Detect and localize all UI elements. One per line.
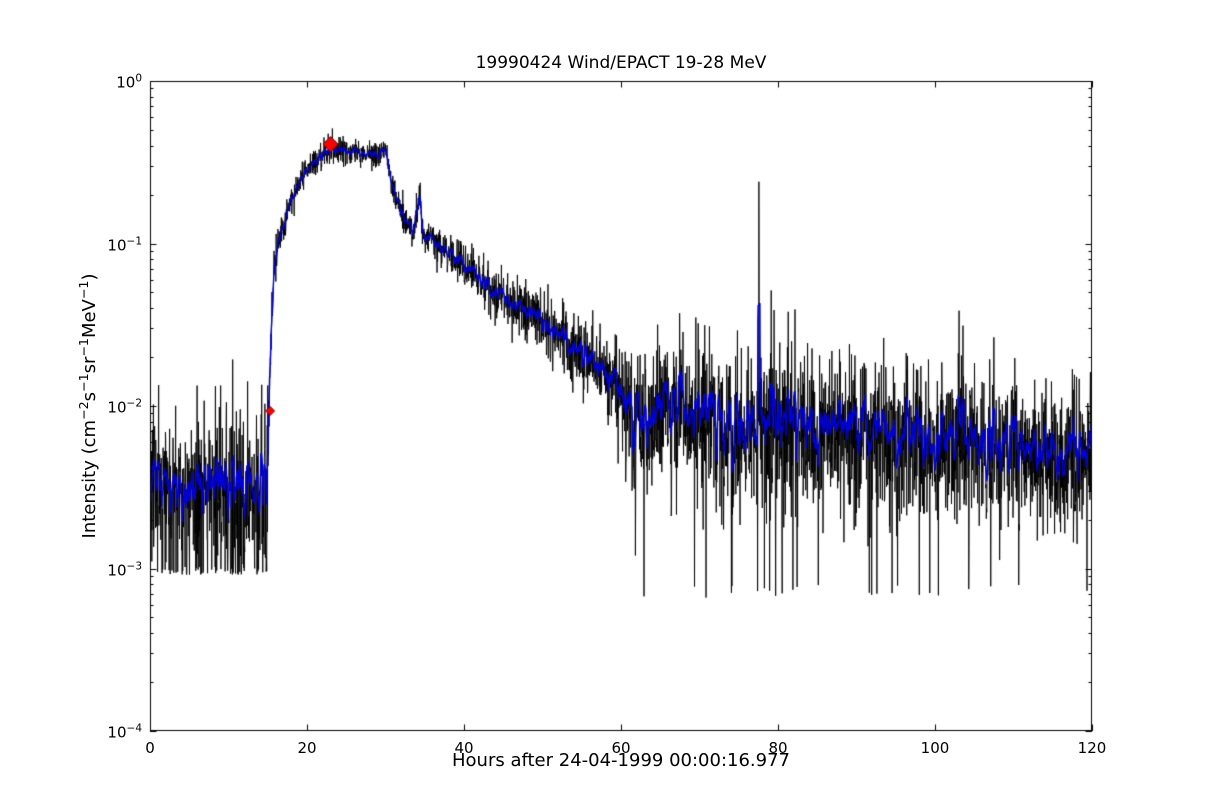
x-tick-label: 100 — [920, 739, 950, 757]
x-tick-label: 60 — [611, 739, 631, 757]
y-tick-label: 100 — [116, 72, 142, 92]
x-tick-label: 40 — [454, 739, 474, 757]
y-label-text: ) — [79, 273, 100, 281]
y-tick-label: 10−4 — [107, 722, 142, 742]
y-label-superscript: −2 — [76, 401, 91, 420]
x-axis-label: Hours after 24-04-1999 00:00:16.977 — [451, 750, 790, 771]
y-tick-label: 10−1 — [107, 235, 142, 254]
x-tick-label: 20 — [297, 739, 317, 757]
chart-title: 19990424 Wind/EPACT 19-28 MeV — [475, 53, 767, 73]
y-label-superscript: −1 — [76, 280, 91, 300]
x-tick-label: 80 — [768, 739, 788, 757]
y-axis-label: Intensity (cm−2s−1sr−1MeV−1) — [76, 274, 100, 539]
x-tick-label: 0 — [145, 739, 155, 757]
y-label-superscript: −1 — [76, 373, 91, 392]
y-label-text: MeV — [79, 299, 100, 339]
y-tick-label: 10−3 — [107, 560, 142, 579]
x-tick-label: 120 — [1077, 739, 1107, 757]
y-label-text: s — [79, 391, 100, 402]
y-tick-label: 10−2 — [107, 397, 142, 417]
y-label-superscript: −1 — [76, 338, 91, 357]
y-label-text: sr — [79, 356, 100, 374]
y-label-text: Intensity (cm — [79, 419, 100, 539]
